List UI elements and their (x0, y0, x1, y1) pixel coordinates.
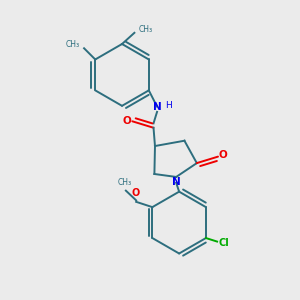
Text: CH₃: CH₃ (66, 40, 80, 49)
Text: N: N (172, 177, 181, 187)
Text: N: N (153, 102, 161, 112)
Text: O: O (131, 188, 140, 198)
Text: Cl: Cl (219, 238, 230, 248)
Text: CH₃: CH₃ (138, 26, 152, 34)
Text: O: O (219, 150, 227, 161)
Text: CH₃: CH₃ (118, 178, 132, 187)
Text: H: H (165, 100, 172, 109)
Text: O: O (123, 116, 132, 126)
